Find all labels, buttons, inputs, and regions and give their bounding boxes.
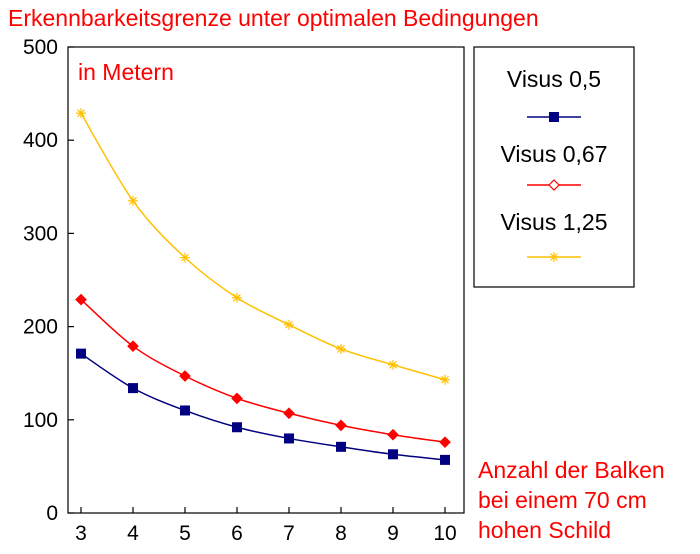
x-tick-label: 3	[75, 522, 87, 545]
x-axis-label-line-2: bei einem 70 cm	[478, 487, 647, 513]
series-line-3	[80, 112, 446, 381]
series-3-point	[232, 292, 242, 303]
y-tick-label: 400	[23, 129, 58, 152]
x-tick-label: 8	[335, 522, 347, 545]
y-tick-label: 0	[46, 502, 58, 525]
series-3-point	[284, 319, 294, 330]
series-2-point	[387, 428, 399, 441]
x-tick-label: 4	[127, 522, 139, 545]
series-1-point	[180, 405, 190, 416]
legend-label-2: Visus 0,67	[501, 141, 608, 167]
series-1-point	[284, 433, 294, 444]
chart-title: Erkennbarkeitsgrenze unter optimalen Bed…	[8, 5, 539, 31]
series-group	[75, 108, 451, 465]
x-tick-label: 10	[433, 522, 456, 545]
legend-label-1: Visus 0,5	[507, 66, 601, 92]
series-2-point	[231, 392, 243, 405]
series-1-point	[76, 348, 86, 359]
x-tick-label: 5	[179, 522, 191, 545]
series-2-point	[127, 340, 139, 353]
series-3-point	[180, 252, 190, 263]
legend-marker-1	[549, 112, 559, 122]
legend: Visus 0,5 Visus 0,67 Visus 1,25	[501, 66, 608, 262]
series-3-point	[128, 195, 138, 206]
series-1-point	[336, 441, 346, 452]
x-axis: 3 4 5 6 7 8 9 10	[75, 507, 457, 545]
y-axis: 0 100 200 300 400 500	[23, 36, 74, 525]
series-1-point	[440, 454, 450, 465]
series-3-point	[440, 374, 450, 385]
series-1-point	[232, 422, 242, 433]
series-2-point	[335, 419, 347, 432]
legend-box	[473, 46, 635, 288]
series-line-2	[80, 299, 446, 443]
series-1-point	[128, 383, 138, 394]
x-tick-label: 6	[231, 522, 243, 545]
x-axis-label-line-1: Anzahl der Balken	[478, 457, 665, 483]
series-2-point	[283, 407, 295, 420]
series-1-point	[388, 449, 398, 460]
plot-frame	[67, 46, 465, 514]
x-tick-label: 7	[283, 522, 295, 545]
series-3-point	[76, 108, 86, 119]
series-2-point	[439, 436, 451, 449]
y-tick-label: 500	[23, 36, 58, 59]
series-2-point	[75, 293, 87, 306]
y-tick-label: 100	[23, 409, 58, 432]
legend-marker-2	[548, 179, 560, 191]
x-axis-label-line-3: hohen Schild	[478, 517, 611, 543]
unit-label: in Metern	[78, 59, 174, 85]
series-2-point	[179, 370, 191, 382]
x-tick-label: 9	[387, 522, 399, 545]
y-tick-label: 300	[23, 222, 58, 245]
y-tick-label: 200	[23, 316, 58, 339]
legend-label-3: Visus 1,25	[501, 209, 608, 235]
series-3-point	[388, 359, 398, 370]
series-3-point	[336, 343, 346, 354]
legend-marker-3	[549, 252, 559, 262]
